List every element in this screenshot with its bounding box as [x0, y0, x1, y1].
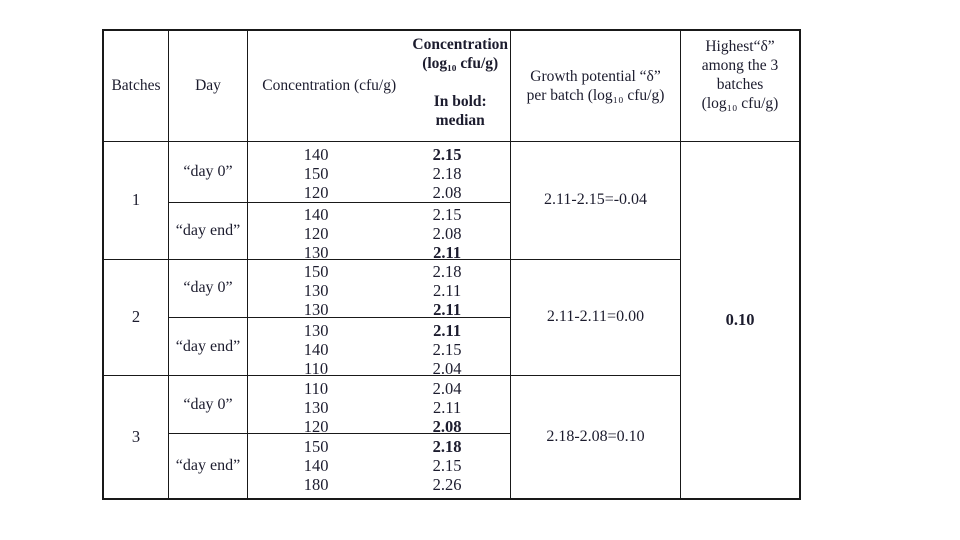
log-value: 2.11	[433, 320, 462, 340]
log-value: 2.15	[432, 455, 462, 475]
batch-3-day0-values: 110 2.04 130 2.11 120 2.08	[248, 375, 511, 436]
cfu-value: 130	[303, 243, 329, 263]
highest-delta-value: 0.10	[725, 309, 755, 329]
header-highest-delta: Highest“δ” among the 3 batches (log₁₀ cf…	[681, 31, 799, 142]
cfu-value: 120	[303, 224, 329, 244]
log-value: 2.26	[432, 474, 462, 494]
cfu-value: 130	[303, 320, 329, 340]
batch-1-number: 1	[104, 142, 169, 259]
value-row: 110 2.04	[248, 359, 510, 378]
header-batches: Batches	[104, 31, 169, 142]
log-value: 2.08	[432, 224, 462, 244]
batch-2-number: 2	[104, 258, 169, 375]
cfu-value: 120	[303, 182, 329, 202]
value-row: 150 2.18	[248, 262, 510, 281]
cfu-value: 130	[303, 397, 329, 417]
log-value: 2.04	[432, 358, 462, 378]
cfu-value: 130	[303, 281, 329, 301]
header-concentration-cfu: Concentration (cfu/g)	[262, 77, 397, 94]
value-row: 130 2.11	[248, 243, 510, 262]
batch-1-day0-label: “day 0”	[169, 142, 248, 202]
batch-2-day0-values: 150 2.18 130 2.11 130 2.11	[248, 258, 511, 319]
value-row: 130 2.11	[248, 321, 510, 340]
header-concentration-log-line2: (log₁₀ cfu/g)	[422, 55, 499, 72]
batch-3-dayend-label: “day end”	[169, 433, 248, 498]
value-row: 130 2.11	[248, 300, 510, 319]
value-row: 120 2.08	[248, 183, 510, 202]
cfu-value: 150	[303, 436, 329, 456]
value-row: 130 2.11	[248, 281, 510, 300]
log-value: 2.11	[432, 281, 462, 301]
batch-1-growth-potential: 2.11-2.15=-0.04	[511, 142, 681, 259]
header-concentration: Concentration (cfu/g) Concentration (log…	[248, 31, 511, 142]
batch-3-number: 3	[104, 375, 169, 498]
header-concentration-log-line1: Concentration	[412, 36, 508, 53]
cfu-value: 140	[303, 339, 329, 359]
batch-2-growth-potential: 2.11-2.11=0.00	[511, 258, 681, 375]
header-highest-line3: batches	[716, 76, 764, 93]
value-row: 120 2.08	[248, 417, 510, 436]
cfu-value: 140	[303, 455, 329, 475]
batch-1-day0-values: 140 2.15 150 2.18 120 2.08	[248, 142, 511, 202]
cfu-value: 140	[303, 205, 329, 224]
batch-2-day0-label: “day 0”	[169, 258, 248, 317]
log-value: 2.18	[432, 262, 462, 281]
value-row: 140 2.15	[248, 340, 510, 359]
cfu-value: 110	[304, 378, 329, 398]
header-highest-line1: Highest“δ”	[705, 38, 775, 55]
header-bold-note-line1: In bold:	[433, 93, 487, 110]
cfu-value: 140	[303, 144, 329, 164]
log-value: 2.04	[432, 378, 462, 398]
value-row: 140 2.15	[248, 205, 510, 224]
log-value: 2.08	[432, 182, 462, 202]
header-day: Day	[169, 31, 248, 142]
value-row: 110 2.04	[248, 379, 510, 398]
batch-1-dayend-values: 140 2.15 120 2.08 130 2.11	[248, 201, 511, 262]
value-row: 140 2.15	[248, 145, 510, 164]
batch-3-dayend-values: 150 2.18 140 2.15 180 2.26	[248, 433, 511, 498]
cfu-value: 110	[304, 358, 329, 378]
cfu-value: 120	[303, 416, 329, 436]
cfu-value: 130	[303, 300, 329, 320]
log-value: 2.18	[432, 163, 462, 183]
batch-1-dayend-label: “day end”	[169, 201, 248, 259]
log-value: 2.11	[433, 243, 462, 263]
header-growth-potential: Growth potential “δ” per batch (log₁₀ cf…	[511, 31, 681, 142]
header-highest-line4: (log₁₀ cfu/g)	[701, 95, 779, 112]
batch-2-dayend-label: “day end”	[169, 317, 248, 375]
cfu-value: 180	[303, 474, 329, 494]
header-bold-note-line2: median	[435, 112, 485, 129]
cfu-value: 150	[303, 163, 329, 183]
log-value: 2.15	[432, 339, 462, 359]
log-value: 2.18	[432, 436, 462, 456]
log-value: 2.15	[432, 205, 462, 224]
header-growth-line1: Growth potential “δ”	[530, 68, 661, 85]
batch-3-growth-potential: 2.18-2.08=0.10	[511, 375, 681, 498]
value-row: 150 2.18	[248, 164, 510, 183]
value-row: 120 2.08	[248, 224, 510, 243]
log-value: 2.11	[432, 397, 462, 417]
header-highest-line2: among the 3	[701, 57, 779, 74]
header-growth-line2: per batch (log₁₀ cfu/g)	[526, 87, 665, 104]
header-concentration-log: Concentration (log₁₀ cfu/g) In bold: med…	[410, 31, 510, 141]
value-row: 130 2.11	[248, 398, 510, 417]
log-value: 2.11	[433, 300, 462, 320]
value-row: 180 2.26	[248, 475, 510, 494]
batch-concentration-table: Batches Day Concentration (cfu/g) Concen…	[102, 29, 801, 500]
batch-3-day0-label: “day 0”	[169, 375, 248, 433]
batch-2-dayend-values: 130 2.11 140 2.15 110 2.04	[248, 317, 511, 378]
log-value: 2.08	[432, 416, 462, 436]
value-row: 140 2.15	[248, 456, 510, 475]
value-row: 150 2.18	[248, 437, 510, 456]
cfu-value: 150	[303, 262, 329, 281]
log-value: 2.15	[432, 144, 462, 164]
